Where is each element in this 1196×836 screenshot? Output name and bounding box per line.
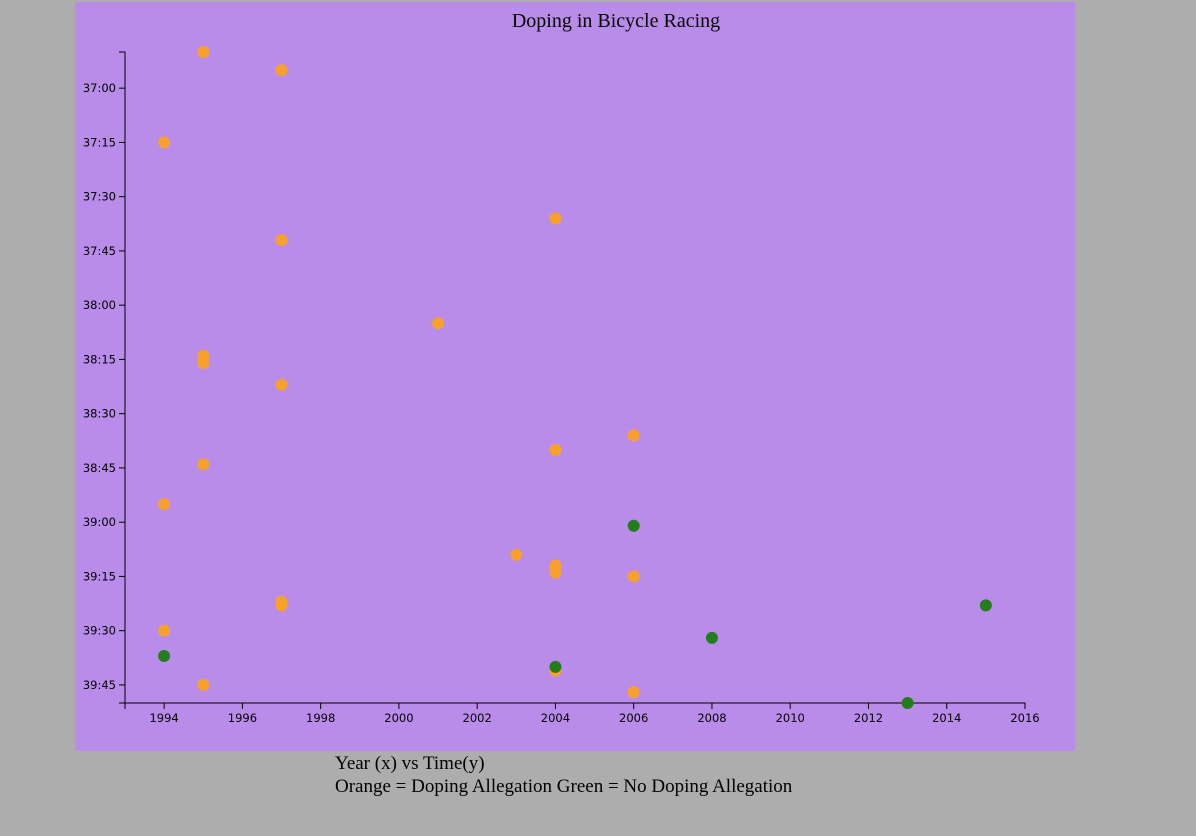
x-tick-label: 2004: [541, 711, 570, 725]
y-axis: 37:00 37:15 37:30 37:45 38:00 38:15 38:30 38:45…: [83, 51, 126, 704]
no-doping-allegation-point[interactable]: [158, 649, 171, 662]
y-tick-label: 39:30: [83, 624, 116, 638]
no-doping-allegation-point[interactable]: [627, 519, 640, 532]
y-tick-label: 38:15: [83, 352, 116, 366]
y-tick-label: 39:15: [83, 569, 116, 583]
x-tick-label: 1996: [228, 711, 257, 725]
x-tick-label: 2006: [619, 711, 648, 725]
chart-title: Doping in Bicycle Racing: [512, 10, 720, 32]
doping-allegation-point[interactable]: [627, 429, 640, 442]
x-tick-label: 2014: [932, 711, 961, 725]
x-tick-label: 2000: [384, 711, 413, 725]
y-axis-line: [119, 51, 126, 704]
doping-allegation-point[interactable]: [275, 378, 288, 391]
doping-allegation-point[interactable]: [275, 599, 288, 612]
x-tick-label: 2016: [1010, 711, 1039, 725]
doping-allegation-point[interactable]: [275, 64, 288, 77]
doping-allegation-point[interactable]: [549, 212, 562, 225]
y-tick-label: 38:00: [83, 298, 116, 312]
y-tick-label: 39:00: [83, 515, 116, 529]
y-tick-label: 37:00: [83, 81, 116, 95]
x-tick-label: 2002: [463, 711, 492, 725]
doping-allegation-point[interactable]: [158, 136, 171, 149]
y-tick-label: 38:45: [83, 461, 116, 475]
x-tick-label: 1994: [149, 711, 178, 725]
y-tick-label: 38:30: [83, 407, 116, 421]
doping-allegation-point[interactable]: [158, 624, 171, 637]
doping-allegation-point[interactable]: [275, 234, 288, 247]
x-axis: 1994 1996 1998 2000 2002 2004 2006 2008 2010 2012…: [124, 702, 1040, 725]
x-tick-label: 2008: [697, 711, 726, 725]
doping-allegation-point[interactable]: [158, 498, 171, 511]
doping-allegation-point[interactable]: [549, 443, 562, 456]
doping-allegation-point[interactable]: [627, 570, 640, 583]
y-tick-label: 37:45: [83, 244, 116, 258]
caption-color-legend: Orange = Doping Allegation Green = No Do…: [335, 776, 793, 797]
no-doping-allegation-point[interactable]: [549, 660, 562, 673]
chart-caption: Year (x) vs Time(y) Orange = Doping Alle…: [335, 752, 792, 798]
scatter-plot: Doping in Bicycle Racing 1994 1996 1998 200…: [83, 10, 1040, 725]
no-doping-allegation-point[interactable]: [901, 697, 914, 709]
doping-allegation-point[interactable]: [627, 686, 640, 699]
doping-allegation-point[interactable]: [510, 548, 523, 561]
x-tick-label: 2010: [776, 711, 805, 725]
no-doping-allegation-point[interactable]: [705, 631, 718, 644]
y-tick-label: 37:30: [83, 190, 116, 204]
y-tick-label: 37:15: [83, 135, 116, 149]
doping-allegation-point[interactable]: [197, 357, 210, 370]
y-tick-label: 39:45: [83, 678, 116, 692]
doping-allegation-point[interactable]: [197, 46, 210, 58]
doping-allegation-point[interactable]: [197, 458, 210, 471]
caption-axes-description: Year (x) vs Time(y): [335, 753, 485, 774]
no-doping-allegation-point[interactable]: [979, 599, 992, 612]
doping-allegation-point[interactable]: [432, 317, 445, 330]
data-points: [158, 46, 992, 709]
doping-allegation-point[interactable]: [549, 566, 562, 579]
x-tick-label: 2012: [854, 711, 883, 725]
doping-allegation-point[interactable]: [197, 678, 210, 691]
chart-panel: Doping in Bicycle Racing 1994 1996 1998 200…: [75, 2, 1075, 751]
x-tick-label: 1998: [306, 711, 335, 725]
x-axis-line: [124, 702, 1026, 709]
